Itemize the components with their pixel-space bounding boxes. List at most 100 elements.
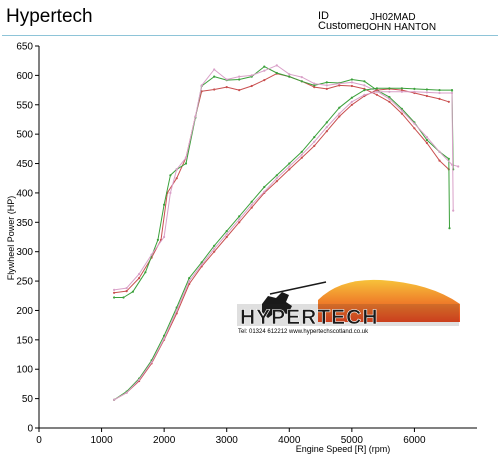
run1-power-point xyxy=(238,89,241,92)
run2-torque-point xyxy=(388,87,391,90)
run3-torque-point xyxy=(388,90,391,93)
run3-torque-point xyxy=(250,203,253,206)
run3-torque-point xyxy=(363,93,366,96)
run2-power-point xyxy=(122,296,125,299)
run1-power-point xyxy=(388,100,391,103)
run3-torque-point xyxy=(300,153,303,156)
run1-power-point xyxy=(338,84,341,87)
run3-torque-point xyxy=(275,177,278,180)
x-tick-label: 6000 xyxy=(403,435,426,446)
run2-torque-point xyxy=(450,89,454,92)
logo-wordmark: HYPERTECH xyxy=(240,306,379,329)
run2-power-point xyxy=(169,174,172,177)
y-tick-label: 200 xyxy=(16,306,33,317)
run3-power-point xyxy=(275,64,278,67)
run3-power-point xyxy=(263,69,266,72)
y-tick-label: 150 xyxy=(16,335,33,346)
run2-power-point xyxy=(156,238,159,241)
run3-torque-point xyxy=(400,90,403,93)
run2-power-point xyxy=(163,203,166,206)
run1-torque-point xyxy=(447,100,450,103)
y-axis-title: Flywheel Power (HP) xyxy=(6,196,16,281)
hypertech-logo: HYPERTECH Tel: 01324 612212 www.hypertec… xyxy=(237,279,460,335)
run3-torque-point xyxy=(163,337,166,340)
run1-torque-point xyxy=(300,156,303,159)
run1-power-point xyxy=(400,112,403,115)
run2-torque-point xyxy=(438,89,441,92)
x-tick-label: 2000 xyxy=(153,435,176,446)
run2-power-point xyxy=(213,75,216,78)
run1-torque-point xyxy=(288,168,291,171)
run1-power-point xyxy=(425,141,428,145)
run3-power-point xyxy=(350,81,353,84)
run1-torque-point xyxy=(400,89,403,92)
run3-power-point xyxy=(338,82,341,85)
run3-torque-point xyxy=(438,91,441,95)
id-value: JH02MAD xyxy=(370,12,416,23)
run1-power-point xyxy=(250,84,253,88)
run2-power-point xyxy=(288,75,291,78)
run2-power-point xyxy=(113,296,116,299)
run1-power-line xyxy=(114,73,450,294)
run1-torque-point xyxy=(338,115,341,118)
run2-power-point xyxy=(275,71,278,75)
run2-torque-point xyxy=(400,87,403,90)
run2-power-point xyxy=(313,84,316,87)
customer-label: Customer xyxy=(318,20,366,32)
run2-torque-point xyxy=(338,106,341,109)
run3-power-point xyxy=(363,84,366,87)
run3-power-point xyxy=(184,156,188,159)
run2-power-point xyxy=(325,81,328,84)
run1-torque-point xyxy=(313,144,316,147)
run3-power-point xyxy=(163,235,166,239)
run2-torque-point xyxy=(213,244,216,247)
run2-torque-point xyxy=(288,162,291,165)
run1-torque-point xyxy=(425,94,428,98)
run1-power-point xyxy=(350,84,353,88)
run1-torque-line xyxy=(113,88,449,401)
run1-torque-point xyxy=(275,180,278,183)
run2-power-point xyxy=(131,290,134,293)
run2-power-point xyxy=(363,80,366,83)
x-tick-label: 4000 xyxy=(278,435,301,446)
run3-power-point xyxy=(250,74,253,77)
run2-power-point xyxy=(238,78,241,81)
run3-power-point xyxy=(225,78,228,81)
run3-torque-point xyxy=(238,218,241,221)
y-tick-label: 400 xyxy=(16,188,33,199)
run3-torque-point xyxy=(350,100,353,103)
run3-torque-point xyxy=(175,309,178,312)
run2-power-point xyxy=(425,138,428,142)
run3-torque-point xyxy=(450,91,454,95)
y-tick-label: 550 xyxy=(16,100,33,111)
run2-torque-point xyxy=(313,136,316,139)
run2-torque-point xyxy=(188,277,191,280)
run2-torque-point xyxy=(425,88,428,91)
run3-power-point xyxy=(169,191,172,194)
run1-power-point xyxy=(263,79,266,82)
brand-title: Hypertech xyxy=(6,6,93,27)
run3-power-point xyxy=(438,150,441,153)
run2-torque-line xyxy=(113,87,454,401)
run3-torque-point xyxy=(375,90,378,93)
x-axis-title: Engine Speed [R] (rpm) xyxy=(296,444,391,454)
run3-torque-point xyxy=(150,361,153,364)
run3-power-point xyxy=(313,82,316,85)
run1-power-point xyxy=(438,159,441,162)
run3-power-point xyxy=(288,73,291,76)
run3-power-line xyxy=(114,64,459,291)
run2-power-point xyxy=(263,65,266,68)
run1-power-point xyxy=(325,87,328,90)
run2-power-line xyxy=(114,66,450,298)
run2-torque-point xyxy=(238,215,241,218)
run3-power-point xyxy=(457,165,460,168)
y-tick-label: 350 xyxy=(16,218,33,229)
run3-torque-point xyxy=(413,90,416,93)
run2-torque-point xyxy=(413,87,416,90)
run3-torque-point xyxy=(188,280,191,283)
run2-torque-point xyxy=(350,96,353,99)
run2-torque-point xyxy=(263,185,266,189)
run1-torque-point xyxy=(250,206,253,209)
run3-torque-point xyxy=(213,247,216,250)
